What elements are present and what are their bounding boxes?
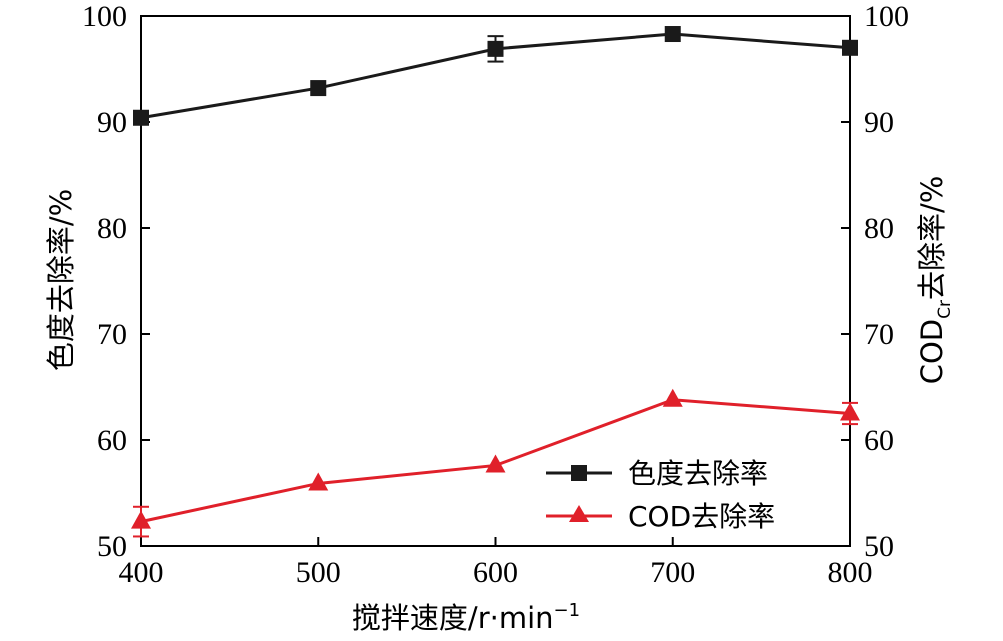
x-tick-label: 800 bbox=[828, 556, 873, 589]
right-y-tick-label: 70 bbox=[864, 318, 894, 351]
data-point-square bbox=[487, 40, 504, 57]
data-point-triangle bbox=[308, 472, 329, 491]
right-y-axis-title-subscript: Cr bbox=[935, 300, 955, 319]
data-point-triangle bbox=[840, 402, 860, 421]
left-y-tick-label: 50 bbox=[97, 530, 127, 563]
x-tick-label: 600 bbox=[473, 556, 518, 589]
right-y-tick-label: 50 bbox=[864, 530, 894, 563]
data-point-square bbox=[310, 80, 327, 97]
x-tick-label: 700 bbox=[650, 556, 695, 589]
data-point-square bbox=[133, 109, 149, 126]
legend-label-cod-removal: COD去除率 bbox=[628, 500, 775, 533]
data-point-triangle bbox=[131, 510, 151, 529]
left-y-tick-label: 70 bbox=[97, 318, 127, 351]
right-y-tick-label: 100 bbox=[864, 0, 909, 33]
left-y-axis-ticks: 50 60 70 80 90 100 bbox=[82, 0, 150, 563]
left-y-tick-label: 80 bbox=[97, 212, 127, 245]
series-cod-removal bbox=[131, 388, 860, 538]
right-y-axis-title-rest: 去除率/% bbox=[915, 176, 949, 300]
left-y-axis-title: 色度去除率/% bbox=[44, 189, 78, 371]
x-axis-title-main: 搅拌速度/r·min bbox=[352, 601, 554, 635]
x-tick-label: 500 bbox=[296, 556, 341, 589]
left-y-tick-label: 90 bbox=[97, 106, 127, 139]
legend: 色度去除率 COD去除率 bbox=[546, 457, 775, 533]
legend-label-color-removal: 色度去除率 bbox=[628, 457, 768, 490]
x-axis-title: 搅拌速度/r·min−1 bbox=[352, 600, 580, 635]
series-layer bbox=[131, 26, 860, 538]
right-y-tick-label: 90 bbox=[864, 106, 894, 139]
x-tick-label: 400 bbox=[119, 556, 164, 589]
left-y-tick-label: 100 bbox=[82, 0, 127, 33]
data-point-triangle bbox=[485, 454, 506, 473]
series-color-removal bbox=[133, 26, 858, 126]
data-point-square bbox=[842, 39, 858, 56]
right-y-tick-label: 80 bbox=[864, 212, 894, 245]
data-point-square bbox=[664, 26, 681, 43]
left-y-tick-label: 60 bbox=[97, 424, 127, 457]
right-y-tick-label: 60 bbox=[864, 424, 894, 457]
right-y-axis-ticks: 50 60 70 80 90 100 bbox=[841, 0, 909, 563]
right-y-axis-title: CODCr去除率/% bbox=[915, 176, 955, 385]
legend-marker-square bbox=[571, 465, 587, 481]
data-point-triangle bbox=[662, 388, 683, 407]
legend-marker-triangle bbox=[569, 505, 589, 522]
x-axis-ticks: 400 500 600 700 800 bbox=[119, 537, 873, 589]
right-y-axis-title-cod: COD bbox=[915, 319, 949, 384]
x-axis-title-superscript: −1 bbox=[554, 600, 581, 621]
